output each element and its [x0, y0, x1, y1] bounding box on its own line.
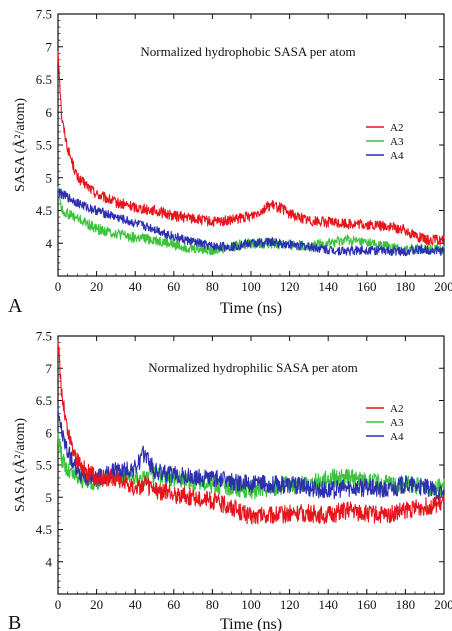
panel-a-xlabel: Time (ns): [220, 300, 282, 317]
panel-a-title: Normalized hydrophobic SASA per atom: [140, 44, 355, 59]
y-tick-label: 6.5: [36, 72, 52, 87]
x-tick-label: 0: [55, 279, 62, 294]
x-tick-label: 100: [241, 279, 261, 294]
y-tick-label: 4.5: [36, 203, 52, 218]
x-tick-label: 180: [396, 597, 416, 612]
series-line-a3: [57, 186, 445, 256]
series-line-a2: [57, 339, 445, 525]
panel-a-ticks: 0 20 40 60 80 100 120 140 160 180 200 4 4.5 5 5.5 6 6.5 7…: [36, 7, 452, 295]
x-tick-label: 20: [90, 279, 103, 294]
x-tick-label: 160: [357, 279, 377, 294]
y-tick-label: 4.5: [36, 522, 52, 537]
y-tick-label: 6.5: [36, 393, 52, 408]
legend-label-a2: A2: [390, 403, 403, 415]
y-tick-label: 4: [46, 236, 53, 251]
y-tick-label: 7.5: [36, 329, 52, 344]
x-tick-label: 80: [206, 279, 219, 294]
x-tick-label: 40: [129, 279, 142, 294]
x-tick-label: 60: [167, 597, 180, 612]
y-tick-label: 5: [46, 170, 53, 185]
x-tick-label: 140: [318, 597, 338, 612]
series-line-a2: [57, 50, 445, 246]
y-tick-label: 6: [46, 105, 53, 120]
panel-a-label: A: [8, 295, 23, 317]
series-line-a4: [57, 188, 445, 257]
x-tick-label: 80: [206, 597, 219, 612]
panel-b-ticks: 0 20 40 60 80 100 120 140 160 180 200 4 4.5 5 5.5 6 6.5 7…: [36, 329, 452, 613]
panel-a-legend: A2 A3 A4: [366, 122, 404, 162]
x-tick-label: 200: [434, 597, 452, 612]
x-tick-label: 60: [167, 279, 180, 294]
legend-label-a2: A2: [390, 122, 403, 134]
panel-a-ylabel: SASA (Å²/atom): [12, 98, 28, 192]
x-tick-label: 160: [357, 597, 377, 612]
x-tick-label: 120: [280, 597, 300, 612]
y-tick-label: 5: [46, 490, 53, 505]
y-tick-label: 5.5: [36, 458, 52, 473]
legend-label-a3: A3: [390, 136, 404, 148]
x-tick-label: 40: [129, 597, 142, 612]
panel-a: Normalized hydrophobic SASA per atom Tim…: [8, 7, 452, 318]
y-tick-label: 7: [46, 39, 53, 54]
x-tick-label: 120: [280, 279, 300, 294]
panel-b-title: Normalized hydrophilic SASA per atom: [148, 360, 357, 375]
y-tick-label: 7: [46, 361, 53, 376]
panel-b-series: [57, 339, 445, 525]
x-tick-label: 0: [55, 597, 62, 612]
y-tick-label: 5.5: [36, 138, 52, 153]
x-tick-label: 140: [318, 279, 338, 294]
legend-label-a3: A3: [390, 417, 404, 429]
panel-b-ylabel: SASA (Å²/atom): [12, 418, 28, 512]
panel-b-xlabel: Time (ns): [220, 616, 282, 631]
series-line-a4: [57, 409, 445, 503]
panel-a-series: [57, 50, 445, 257]
y-tick-label: 6: [46, 425, 53, 440]
legend-label-a4: A4: [390, 150, 404, 162]
y-tick-label: 4: [46, 554, 53, 569]
panel-b: Normalized hydrophilic SASA per atom Tim…: [8, 329, 452, 631]
legend-label-a4: A4: [390, 431, 404, 443]
x-tick-label: 180: [396, 279, 416, 294]
x-tick-label: 100: [241, 597, 261, 612]
panel-b-legend: A2 A3 A4: [366, 403, 404, 443]
y-tick-label: 7.5: [36, 7, 52, 22]
x-tick-label: 200: [434, 279, 452, 294]
panel-b-label: B: [8, 612, 21, 631]
x-tick-label: 20: [90, 597, 103, 612]
